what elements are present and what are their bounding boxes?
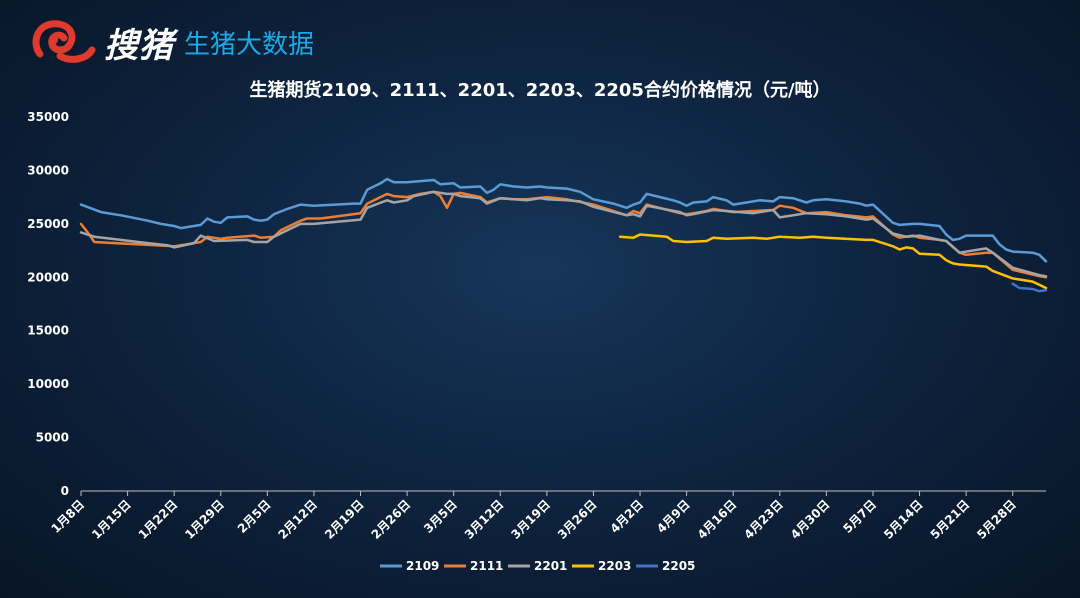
- x-tick-label: 1月8日: [48, 497, 87, 536]
- y-tick-label: 35000: [27, 110, 69, 124]
- brand-subtitle: 生猪大数据: [184, 29, 315, 60]
- x-tick-label: 4月2日: [607, 497, 646, 536]
- x-tick-label: 5月21日: [928, 497, 973, 542]
- y-tick-label: 10000: [27, 377, 69, 391]
- y-tick-label: 0: [61, 484, 69, 498]
- series-line-2201: [79, 190, 1048, 278]
- series-line-2109: [79, 177, 1048, 263]
- legend-label: 2111: [470, 559, 503, 573]
- x-tick-label: 2月26日: [369, 497, 414, 542]
- legend-item-2111: 2111: [444, 559, 503, 573]
- legend-label: 2109: [406, 559, 439, 573]
- x-tick-label: 2月19日: [322, 497, 367, 542]
- y-tick-label: 30000: [27, 163, 69, 177]
- legend-item-2201: 2201: [508, 559, 567, 573]
- x-tick-label: 4月30日: [788, 497, 833, 542]
- chart-title: 生猪期货2109、2111、2201、2203、2205合约价格情况（元/吨）: [249, 80, 831, 101]
- y-tick-label: 25000: [27, 217, 69, 231]
- x-tick-label: 1月29日: [182, 497, 227, 542]
- x-tick-label: 3月12日: [462, 497, 507, 542]
- pig-logo-icon: [32, 20, 96, 63]
- y-axis: 0 5000 10000 15000 20000 25000 30000 35000: [27, 110, 69, 498]
- x-tick-label: 5月28日: [974, 497, 1019, 542]
- x-tick-label: 3月19日: [508, 497, 553, 542]
- y-tick-label: 20000: [27, 270, 69, 284]
- x-tick-label: 3月26日: [555, 497, 600, 542]
- x-tick-label: 1月22日: [136, 497, 181, 542]
- series-layer: [79, 177, 1048, 293]
- series-line-2203: [618, 233, 1048, 290]
- y-tick-label: 15000: [27, 324, 69, 338]
- x-tick-label: 1月15日: [89, 497, 134, 542]
- brand-logo: 搜猪 生猪大数据: [30, 14, 314, 70]
- x-tick-label: 2月12日: [275, 497, 320, 542]
- x-axis: 1月8日 1月15日 1月22日 1月29日 2月5日 2月12日 2月19日 2月26日 3月…: [48, 490, 1046, 542]
- legend: 2109 2111 2201 2203 2205: [380, 559, 695, 573]
- x-tick-label: 5月7日: [840, 497, 879, 536]
- x-tick-label: 5月14日: [881, 497, 926, 542]
- brand-name: 搜猪: [104, 25, 174, 66]
- legend-item-2203: 2203: [572, 559, 631, 573]
- legend-item-2205: 2205: [636, 559, 695, 573]
- x-tick-label: 3月5日: [421, 497, 460, 536]
- x-tick-label: 4月9日: [654, 497, 693, 536]
- y-tick-label: 5000: [36, 431, 69, 445]
- x-tick-label: 2月5日: [235, 497, 274, 536]
- legend-item-2109: 2109: [380, 559, 439, 573]
- series-line-2205: [1011, 282, 1048, 293]
- legend-label: 2201: [534, 559, 567, 573]
- legend-label: 2205: [662, 559, 695, 573]
- x-tick-label: 4月16日: [695, 497, 740, 542]
- legend-label: 2203: [598, 559, 631, 573]
- x-tick-label: 4月23日: [741, 497, 786, 542]
